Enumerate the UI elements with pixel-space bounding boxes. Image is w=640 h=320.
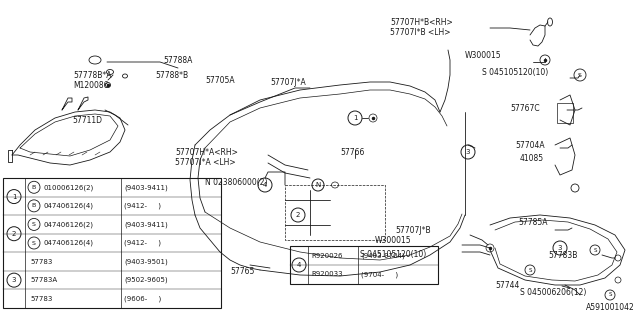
- Bar: [557, 103, 573, 123]
- Text: 047406126(4): 047406126(4): [43, 203, 93, 209]
- Text: A591001042: A591001042: [586, 303, 635, 312]
- Text: 2: 2: [12, 231, 16, 237]
- Text: 1: 1: [12, 194, 16, 200]
- Text: W300015: W300015: [465, 51, 502, 60]
- Text: 3: 3: [12, 277, 16, 283]
- Text: 41085: 41085: [520, 154, 544, 163]
- Text: 57783A: 57783A: [30, 277, 57, 283]
- Text: 57704A: 57704A: [515, 140, 545, 149]
- Text: S: S: [593, 247, 596, 252]
- Text: 57788*B: 57788*B: [155, 70, 188, 79]
- Text: S: S: [528, 268, 532, 273]
- Text: 57766: 57766: [340, 148, 364, 156]
- Text: 57765: 57765: [230, 268, 254, 276]
- Text: 57707J*B: 57707J*B: [395, 226, 431, 235]
- Text: 57783B: 57783B: [548, 251, 577, 260]
- Text: (9412-     ): (9412- ): [124, 203, 161, 209]
- Text: (9403-9411): (9403-9411): [124, 184, 168, 190]
- Text: 57767C: 57767C: [510, 103, 540, 113]
- Text: W300015: W300015: [375, 236, 412, 244]
- Text: 010006126(2): 010006126(2): [43, 184, 93, 190]
- Bar: [290, 246, 438, 284]
- Text: 57705A: 57705A: [205, 76, 235, 84]
- Text: 047406126(2): 047406126(2): [43, 221, 93, 228]
- Text: 3: 3: [557, 245, 563, 251]
- Text: S: S: [578, 73, 582, 77]
- Text: 57707I*B <LH>: 57707I*B <LH>: [390, 28, 451, 36]
- Text: B: B: [32, 185, 36, 190]
- Text: 57788A: 57788A: [163, 55, 193, 65]
- Text: 57707H*B<RH>: 57707H*B<RH>: [390, 18, 452, 27]
- Text: 57785A: 57785A: [518, 218, 547, 227]
- Text: S: S: [608, 292, 612, 298]
- Text: R920026: R920026: [311, 252, 342, 259]
- Text: 57783: 57783: [30, 296, 52, 302]
- Text: 57707J*A: 57707J*A: [270, 77, 306, 86]
- Text: R920033: R920033: [311, 271, 342, 277]
- Text: (9403-9704): (9403-9704): [361, 252, 404, 259]
- Text: 2: 2: [296, 212, 300, 218]
- Text: N: N: [316, 182, 321, 188]
- Text: 57778B*A: 57778B*A: [73, 70, 111, 79]
- Text: (9502-9605): (9502-9605): [124, 277, 168, 284]
- Text: B: B: [32, 203, 36, 208]
- Text: 047406126(4): 047406126(4): [43, 240, 93, 246]
- Text: S: S: [32, 222, 36, 227]
- Text: 57744: 57744: [495, 281, 520, 290]
- Text: 57707H*A<RH>: 57707H*A<RH>: [175, 148, 238, 156]
- Text: 57783: 57783: [30, 259, 52, 265]
- Bar: [3, 178, 221, 308]
- Text: M120086: M120086: [73, 81, 109, 90]
- Text: S 045105120(10): S 045105120(10): [360, 251, 426, 260]
- Text: (9704-     ): (9704- ): [361, 271, 398, 278]
- Text: (9606-     ): (9606- ): [124, 295, 161, 302]
- Text: 1: 1: [353, 115, 357, 121]
- Text: 4: 4: [263, 182, 267, 188]
- Text: (9403-9501): (9403-9501): [124, 258, 168, 265]
- Text: 4: 4: [297, 262, 301, 268]
- Text: N 023806000(2): N 023806000(2): [205, 178, 268, 187]
- Text: S 045006206(12): S 045006206(12): [520, 289, 586, 298]
- Text: S: S: [32, 241, 36, 245]
- Text: 3: 3: [466, 149, 470, 155]
- Text: S 045105120(10): S 045105120(10): [482, 68, 548, 76]
- Text: 57711D: 57711D: [72, 116, 102, 124]
- Text: (9412-     ): (9412- ): [124, 240, 161, 246]
- Text: (9403-9411): (9403-9411): [124, 221, 168, 228]
- Text: 57707I*A <LH>: 57707I*A <LH>: [175, 157, 236, 166]
